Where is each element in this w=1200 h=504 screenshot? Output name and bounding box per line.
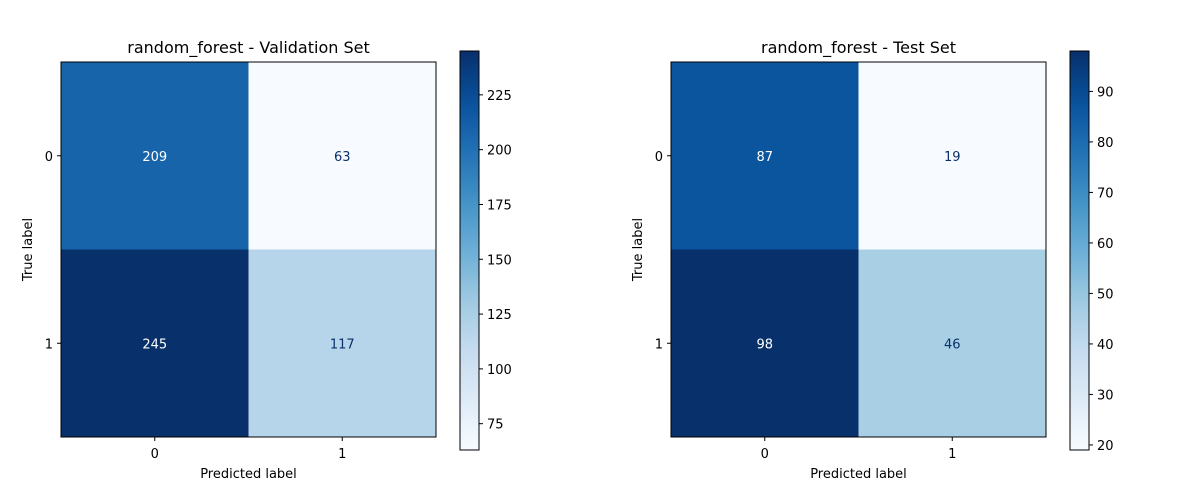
colorbar-tick-label: 40: [1097, 338, 1114, 353]
colorbar-tick-label: 175: [487, 198, 512, 213]
colorbar-tick-label: 100: [487, 363, 512, 378]
axes-frame: [60, 61, 437, 438]
matrix-cell: [671, 62, 859, 250]
colorbar-tick-label: 225: [487, 89, 512, 104]
cell-value-label: 117: [330, 337, 355, 352]
chart-title: random_forest - Test Set: [761, 38, 956, 58]
colorbar: [1069, 50, 1090, 451]
matrix-cell: [61, 249, 249, 438]
colorbar-tick-label: 60: [1097, 237, 1114, 252]
y-tick-label: 1: [655, 337, 663, 352]
x-tick-label: 0: [151, 447, 159, 462]
cell-value-label: 245: [142, 337, 167, 352]
cell-value-label: 46: [944, 337, 961, 352]
x-tick-label: 1: [948, 447, 956, 462]
colorbar-tick-label: 70: [1097, 186, 1114, 201]
colorbar-tick-label: 125: [487, 308, 512, 323]
matrix-cell: [248, 62, 437, 250]
colorbar-tick-label: 80: [1097, 136, 1114, 151]
colorbar-tick-label: 200: [487, 144, 512, 159]
cell-value-label: 209: [142, 150, 167, 165]
x-axis-label: Predicted label: [200, 467, 297, 482]
colorbar: [459, 50, 480, 451]
colorbar-tick-label: 75: [487, 418, 504, 433]
y-tick-label: 0: [45, 150, 53, 165]
cell-value-label: 63: [334, 150, 351, 165]
confusion-matrix-1: 87 19 98 46 random_forest - Test Set 0 1 0 1 Pred…: [631, 38, 1114, 482]
x-tick-label: 1: [338, 447, 346, 462]
y-tick-label: 1: [45, 337, 53, 352]
y-axis-label: True label: [631, 218, 646, 282]
x-tick-label: 0: [761, 447, 769, 462]
cell-value-label: 98: [756, 337, 773, 352]
matrix-cell: [858, 62, 1047, 250]
confusion-matrix-0: 209 63 245 117 random_forest - Validation Se…: [21, 38, 512, 482]
colorbar-tick-label: 30: [1097, 388, 1114, 403]
cell-value-label: 87: [756, 150, 773, 165]
matrix-cell: [248, 249, 437, 438]
cell-value-label: 19: [944, 150, 961, 165]
matrix-cell: [671, 249, 859, 438]
chart-title: random_forest - Validation Set: [127, 38, 369, 58]
y-axis-label: True label: [21, 218, 36, 282]
matrix-cell: [858, 249, 1047, 438]
colorbar-tick-label: 90: [1097, 85, 1114, 100]
axes-frame: [670, 61, 1047, 438]
x-axis-label: Predicted label: [810, 467, 907, 482]
matrix-cell: [61, 62, 249, 250]
colorbar-tick-label: 50: [1097, 287, 1114, 302]
colorbar-tick-label: 150: [487, 253, 512, 268]
colorbar-tick-label: 20: [1097, 439, 1114, 454]
y-tick-label: 0: [655, 150, 663, 165]
